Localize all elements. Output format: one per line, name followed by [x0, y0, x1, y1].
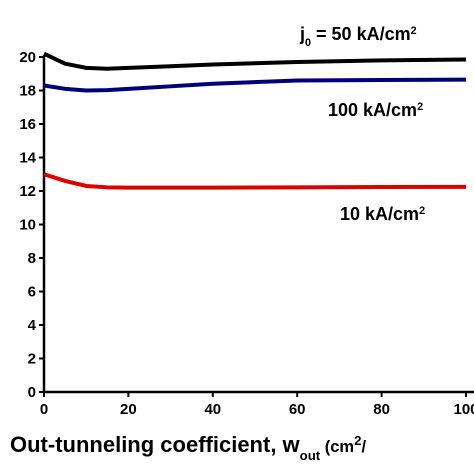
x-tick-label: 60 [289, 401, 306, 418]
series-line [43, 77, 467, 93]
y-tick-label: 20 [19, 49, 36, 66]
x-tick-label: 20 [120, 401, 137, 418]
y-tick-label: 14 [19, 150, 36, 167]
text-part: 2 [354, 433, 361, 448]
annotation: 10 kA/cm2 [340, 204, 425, 224]
y-tick-label: 0 [28, 384, 36, 401]
text-part: 2 [411, 25, 417, 37]
y-tick-label: 12 [19, 183, 36, 200]
y-tick-label: 2 [28, 351, 36, 368]
text-part: j [299, 24, 305, 44]
text-part: = 50 kA/cm [311, 24, 411, 44]
text-part: out [300, 448, 321, 463]
text-part: (cm [320, 438, 354, 456]
series-line [43, 172, 467, 190]
x-tick-label: 80 [373, 401, 390, 418]
series-line [43, 51, 467, 71]
x-axis-label: Out-tunneling coefficient, wout (cm2/ [10, 432, 366, 463]
text-part: 0 [305, 37, 311, 49]
text-part: 2 [419, 205, 425, 217]
text-part: 2 [417, 101, 423, 113]
text-part: 10 kA/cm [340, 204, 419, 224]
y-tick-label: 6 [28, 284, 36, 301]
y-tick-label: 10 [19, 217, 36, 234]
text-part: 100 kA/cm [328, 100, 417, 120]
x-tick-label: 100 [453, 401, 474, 418]
text-part: Out-tunneling coefficient, w [10, 432, 301, 457]
x-tick-label: 40 [204, 401, 221, 418]
y-tick-label: 4 [28, 317, 37, 334]
x-tick-label: 0 [40, 401, 48, 418]
y-tick-label: 16 [19, 116, 36, 133]
text-part: / [361, 438, 366, 456]
annotation: 100 kA/cm2 [328, 100, 423, 120]
y-tick-label: 18 [19, 83, 36, 100]
y-tick-label: 8 [28, 250, 36, 267]
annotation: j0 = 50 kA/cm2 [299, 24, 417, 49]
